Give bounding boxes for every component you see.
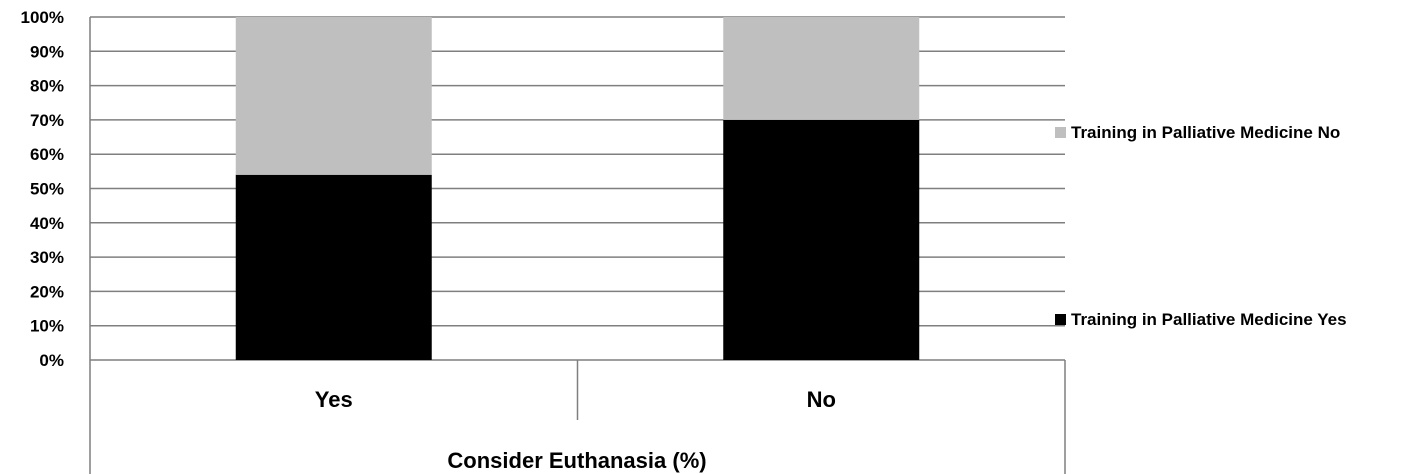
legend-swatch — [1055, 127, 1066, 138]
y-tick-labels: 0% 10% 20% 30% 40% 50% 60% 70% 80% 90% 100% — [21, 8, 64, 370]
legend-label: Training in Palliative Medicine Yes — [1071, 310, 1347, 329]
y-tick-label: 90% — [30, 42, 64, 61]
y-tick-label: 100% — [21, 8, 64, 27]
bar-yes-series-1 — [235, 17, 432, 175]
y-tick-label: 70% — [30, 111, 64, 130]
y-tick-label: 80% — [30, 77, 64, 96]
x-category-label: Yes — [315, 387, 353, 412]
y-tick-label: 20% — [30, 282, 64, 301]
y-tick-label: 40% — [30, 214, 64, 233]
axes — [89, 17, 1066, 474]
y-tick-label: 30% — [30, 248, 64, 267]
legend: Training in Palliative Medicine Yes Train… — [1055, 123, 1347, 329]
x-category-labels: Yes No — [315, 387, 836, 412]
y-tick-label: 60% — [30, 145, 64, 164]
legend-label: Training in Palliative Medicine No — [1071, 123, 1340, 142]
bar-no-series-1 — [723, 17, 920, 120]
y-tick-label: 0% — [39, 351, 64, 370]
x-category-label: No — [807, 387, 836, 412]
bar-yes-series-0 — [235, 174, 432, 360]
bar-no-series-0 — [723, 119, 920, 361]
y-tick-label: 50% — [30, 180, 64, 199]
y-tick-label: 10% — [30, 317, 64, 336]
bars — [235, 17, 920, 361]
x-axis-title: Consider Euthanasia (%) — [447, 448, 706, 473]
legend-swatch — [1055, 314, 1066, 325]
